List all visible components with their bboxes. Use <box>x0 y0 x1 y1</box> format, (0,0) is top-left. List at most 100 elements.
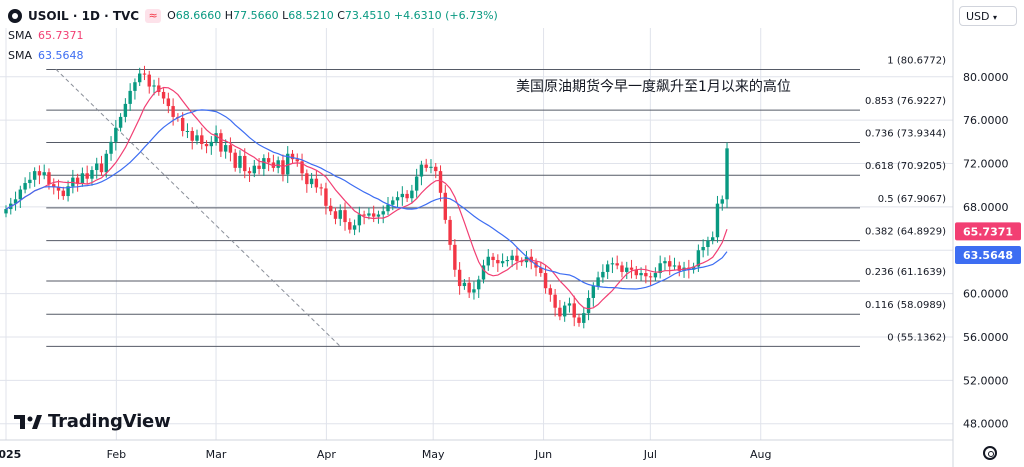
x-tick-label: Jul <box>643 448 657 461</box>
currency-value: USD <box>966 10 990 23</box>
candle-body <box>539 267 543 274</box>
trend-line[interactable] <box>55 68 341 348</box>
fib-level-label: 0.382 (64.8929) <box>865 227 946 238</box>
fib-level-label: 0.5 (67.9067) <box>878 194 946 205</box>
candle-body <box>481 265 486 280</box>
candle-body <box>352 225 357 230</box>
candle-body <box>620 265 624 272</box>
candle-body <box>185 131 190 132</box>
price-label-text: 65.7371 <box>963 225 1013 238</box>
candle-body <box>553 294 557 308</box>
sma-2-value: 63.5648 <box>38 49 84 62</box>
candle-body <box>400 193 405 198</box>
fib-level-label: 0.236 (61.1639) <box>865 267 946 278</box>
wave-icon[interactable]: ≈ <box>145 9 162 23</box>
candle-body <box>95 163 99 171</box>
candle-body <box>157 85 161 92</box>
candle-body <box>629 267 634 270</box>
tradingview-logo[interactable]: TradingView <box>14 411 171 432</box>
candle-body <box>195 135 199 141</box>
fibonacci-retracement[interactable]: 1 (80.6772) 0.853 (76.9227) 0.736 (73.9344… <box>46 55 946 347</box>
candle-body <box>448 219 452 245</box>
candle-body <box>371 213 376 217</box>
sma-legend-1[interactable]: SMA 65.7371 <box>8 26 498 46</box>
candle-body <box>639 273 643 276</box>
candle-body <box>438 171 443 193</box>
candle-body <box>190 131 194 141</box>
candle-body <box>381 211 385 215</box>
candle-body <box>290 153 295 160</box>
y-tick-label: 52.0000 <box>963 374 1009 387</box>
gear-icon[interactable] <box>983 446 997 460</box>
chevron-down-icon: ▾ <box>993 13 998 22</box>
candle-body <box>496 260 500 264</box>
candle-body <box>66 186 70 197</box>
sma-1-value: 65.7371 <box>38 29 84 42</box>
candle-body <box>209 141 214 147</box>
candle-body <box>419 164 424 177</box>
open-value: 68.6660 <box>175 9 222 22</box>
fib-level-label: 0 (55.1362) <box>887 332 946 343</box>
candle-body <box>233 152 237 168</box>
tradingview-icon <box>14 414 42 429</box>
candle-body <box>720 199 724 204</box>
currency-select[interactable]: USD ▾ <box>959 6 1017 26</box>
candle-body <box>357 214 362 226</box>
candle-body <box>567 303 572 306</box>
low-value: 68.5210 <box>288 9 334 22</box>
candle-body <box>61 190 65 197</box>
candle-body <box>405 193 409 199</box>
fib-level-label: 0.736 (73.9344) <box>865 129 946 140</box>
y-tick-label: 60.0000 <box>963 288 1009 301</box>
candle-body <box>214 133 218 142</box>
candle-body <box>166 98 171 107</box>
candle-body <box>586 297 591 314</box>
chart-legend: USOIL · 1D · TVC ≈ O68.6660 H77.5660 L68… <box>8 6 498 66</box>
price-label-text: 63.5648 <box>963 249 1013 262</box>
candle-body <box>362 214 366 216</box>
candle-body <box>23 183 27 190</box>
candle-body <box>228 145 233 153</box>
candle-body <box>204 144 209 147</box>
candle-body <box>691 266 696 270</box>
candle-body <box>634 269 638 276</box>
candle-body <box>180 117 185 131</box>
candle-body <box>152 85 156 87</box>
candle-body <box>295 159 299 162</box>
sma-1-line <box>5 86 728 310</box>
candle-body <box>715 203 720 238</box>
candle-body <box>42 172 46 176</box>
candle-body <box>467 282 471 293</box>
sma-legend-2[interactable]: SMA 63.5648 <box>8 46 498 66</box>
candle-body <box>548 288 553 295</box>
candle-body <box>429 166 433 168</box>
candle-body <box>644 273 648 277</box>
grid-lines <box>0 28 953 440</box>
candle-body <box>462 282 467 287</box>
candle-body <box>200 135 204 145</box>
annotation[interactable]: 美国原油期货今早一度飙升至1月以来的高位 <box>516 78 791 95</box>
candle-body <box>90 170 94 179</box>
candle-body <box>171 106 175 117</box>
candle-body <box>376 214 381 217</box>
dashed-trend-line <box>55 68 341 348</box>
candle-body <box>324 188 328 206</box>
price-label-badge <box>955 222 1021 241</box>
symbol-title[interactable]: USOIL · 1D · TVC <box>28 9 140 23</box>
candle-body <box>572 303 576 318</box>
candle-body <box>672 265 677 267</box>
candle-body <box>424 164 428 168</box>
candle-body <box>37 171 42 176</box>
candle-body <box>615 263 619 266</box>
candle-body <box>18 189 23 200</box>
y-tick-label: 72.0000 <box>963 158 1009 171</box>
x-tick-label: Feb <box>107 448 126 461</box>
candle-body <box>486 256 490 266</box>
fib-level-label: 0.853 (76.9227) <box>865 96 946 107</box>
candle-body <box>75 177 80 184</box>
close-value: 73.4510 <box>344 9 391 22</box>
candle-body <box>305 173 309 185</box>
candle-body <box>414 176 419 191</box>
candle-body <box>333 211 338 219</box>
